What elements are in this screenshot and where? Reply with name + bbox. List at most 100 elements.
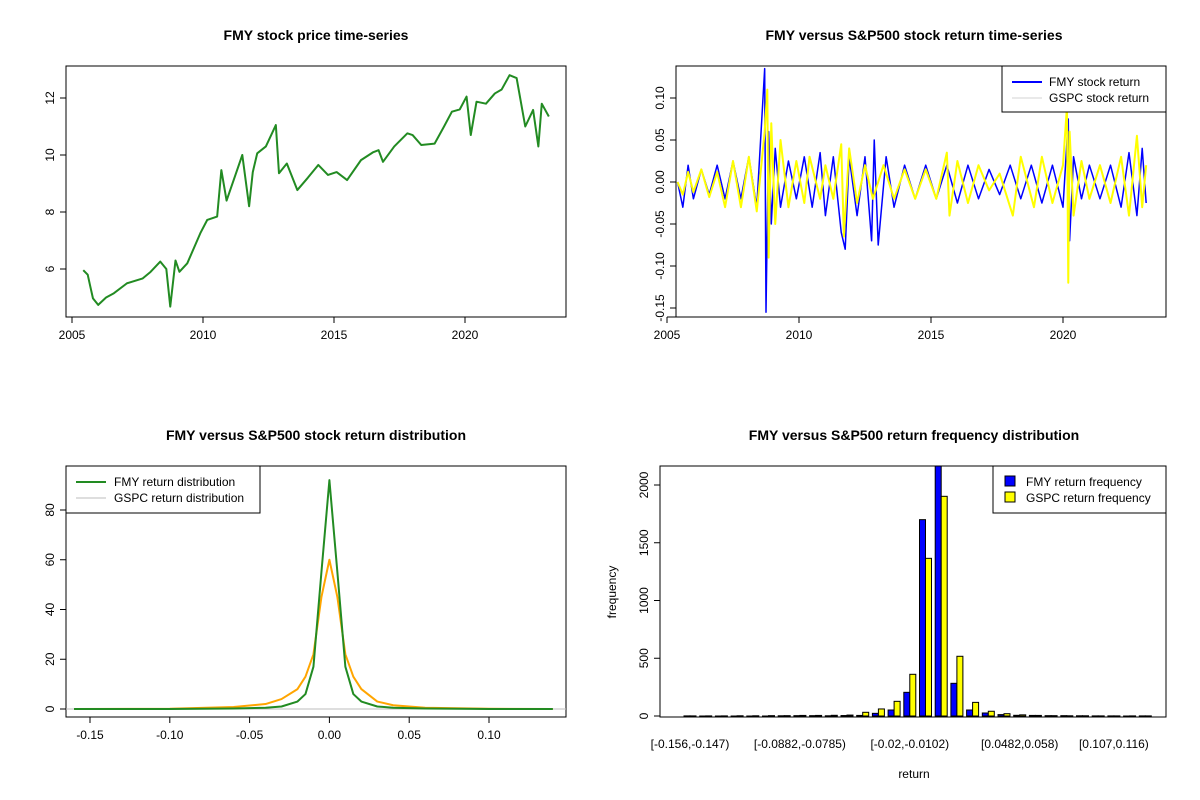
y-tick-label: -0.05: [653, 210, 667, 238]
y-tick-label: 1500: [637, 529, 651, 556]
x-tick-label: [-0.156,-0.147): [651, 737, 730, 751]
fmy-frequency-bar: [1138, 715, 1146, 717]
legend-label-fmy: FMY return distribution: [114, 475, 235, 489]
x-tick-label: [-0.02,-0.0102): [870, 737, 949, 751]
y-tick-label: 40: [43, 603, 57, 617]
x-tick-label: -0.10: [156, 728, 184, 742]
fmy-frequency-bar: [824, 715, 832, 717]
fmy-frequency-bar: [1044, 715, 1052, 717]
gspc-frequency-bar: [862, 711, 870, 717]
x-tick-label: 2005: [59, 328, 86, 342]
fmy-frequency-bar: [1060, 715, 1068, 717]
density-plot: -0.15 -0.10 -0.05 0.00 0.05 0.10 0 20 40 60 80: [43, 465, 567, 742]
y-tick-label: 1000: [637, 587, 651, 614]
gspc-frequency-bar: [720, 715, 728, 717]
histogram-plot: 0 500 1000 1500 2000 [-0.156,-0.147) [-0.0882,…: [637, 465, 1167, 751]
gspc-frequency-bar: [705, 715, 713, 717]
y-tick-label: 0: [637, 712, 651, 719]
y-tick-label: 12: [43, 91, 57, 105]
y-tick-label: 60: [43, 553, 57, 567]
gspc-frequency-bar: [1050, 715, 1058, 717]
fmy-frequency-bar: [887, 709, 895, 717]
x-tick-label: [0.107,0.116): [1079, 737, 1149, 751]
fmy-frequency-bar: [683, 715, 691, 717]
chart-title-density: FMY versus S&P500 stock return distribut…: [166, 427, 466, 443]
gspc-frequency-bar: [940, 495, 948, 717]
fmy-frequency-bar: [871, 712, 879, 717]
price-line: [82, 74, 550, 308]
x-tick-label: 2015: [918, 328, 945, 342]
y-tick-label: 0.00: [653, 170, 667, 194]
y-tick-label: -0.15: [653, 294, 667, 322]
y-tick-label: 6: [43, 265, 57, 272]
y-tick-label: 500: [637, 648, 651, 668]
x-tick-label: 0.00: [318, 728, 342, 742]
legend-label-fmy: FMY return frequency: [1026, 475, 1142, 489]
gspc-frequency-bar: [783, 715, 791, 717]
gspc-frequency-bar: [987, 710, 995, 717]
x-tick-label: [-0.0882,-0.0785): [754, 737, 846, 751]
x-tick-label: 0.10: [477, 728, 501, 742]
gspc-frequency-bar: [846, 714, 854, 717]
x-tick-label: 2010: [190, 328, 217, 342]
fmy-frequency-bar: [1076, 715, 1083, 717]
y-tick-label: 0.10: [653, 86, 667, 110]
gspc-frequency-bar: [1097, 715, 1105, 717]
gspc-frequency-bar: [1113, 715, 1121, 717]
fmy-density-line: [74, 479, 553, 710]
y-tick-label: 80: [43, 503, 57, 517]
fmy-frequency-bar: [966, 709, 974, 717]
fmy-frequency-bar: [950, 682, 958, 717]
gspc-frequency-bar: [752, 715, 760, 717]
gspc-frequency-bar: [1066, 715, 1074, 717]
histogram-bars: [683, 466, 1152, 717]
y-tick-label: -0.10: [653, 252, 667, 280]
legend-swatch-fmy: [1004, 475, 1016, 487]
y-tick-label: 0.05: [653, 128, 667, 152]
x-axis-label: return: [898, 767, 929, 781]
price-plot: 2005 2010 2015 2020 6 8 10 12: [43, 65, 567, 342]
y-axis-label: frequency: [605, 566, 619, 619]
chart-title-returns: FMY versus S&P500 stock return time-seri…: [766, 27, 1063, 43]
gspc-frequency-bar: [1129, 715, 1137, 717]
chart-title-price: FMY stock price time-series: [224, 27, 409, 43]
fmy-frequency-bar: [903, 691, 911, 717]
fmy-frequency-bar: [793, 715, 801, 717]
fmy-frequency-bar: [919, 519, 926, 717]
gspc-frequency-bar: [1082, 715, 1089, 717]
fmy-frequency-bar: [934, 466, 942, 717]
gspc-frequency-bar: [1144, 715, 1152, 717]
legend-label-fmy: FMY stock return: [1049, 75, 1140, 89]
legend-label-gspc: GSPC return distribution: [114, 491, 244, 505]
gspc-frequency-bar: [909, 673, 917, 717]
x-tick-label: 2015: [321, 328, 348, 342]
gspc-frequency-bar: [815, 714, 823, 717]
gspc-frequency-bar: [768, 715, 775, 717]
x-tick-label: -0.05: [236, 728, 264, 742]
fmy-frequency-bar: [777, 715, 785, 717]
gspc-density-line: [74, 558, 553, 710]
x-tick-label: 2005: [654, 328, 681, 342]
y-tick-label: 2000: [637, 471, 651, 498]
legend-label-gspc: GSPC return frequency: [1026, 491, 1151, 505]
fmy-frequency-bar: [997, 714, 1005, 717]
x-tick-label: 2010: [786, 328, 813, 342]
y-tick-label: 10: [43, 148, 57, 162]
returns-legend: FMY stock return GSPC stock return: [1001, 65, 1167, 113]
histogram-legend: FMY return frequency GSPC return frequen…: [992, 465, 1167, 514]
fmy-frequency-bar: [809, 715, 817, 717]
fmy-frequency-bar: [981, 712, 989, 717]
y-tick-label: 8: [43, 208, 57, 215]
fmy-frequency-bar: [856, 714, 864, 717]
fmy-frequency-bar: [1107, 715, 1115, 717]
gspc-frequency-bar: [877, 708, 885, 717]
gspc-frequency-bar: [1034, 714, 1042, 717]
legend-swatch-gspc: [1004, 491, 1016, 503]
density-legend: FMY return distribution GSPC return dist…: [65, 465, 261, 514]
fmy-frequency-bar: [1091, 715, 1099, 717]
gspc-frequency-bar: [689, 715, 697, 717]
gspc-frequency-bar: [925, 557, 932, 717]
y-tick-label: 0: [43, 705, 57, 712]
fmy-frequency-bar: [1013, 714, 1021, 717]
